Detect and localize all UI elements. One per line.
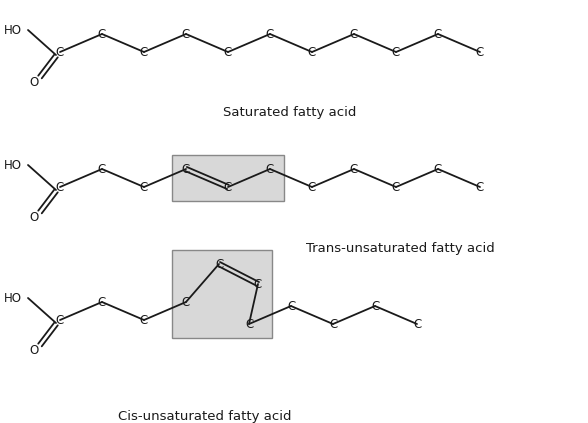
Text: C: C bbox=[266, 27, 274, 41]
Text: C: C bbox=[392, 181, 400, 193]
Text: C: C bbox=[329, 318, 337, 330]
Text: O: O bbox=[29, 75, 39, 88]
Text: Trans-unsaturated fatty acid: Trans-unsaturated fatty acid bbox=[306, 242, 495, 255]
Text: C: C bbox=[182, 162, 190, 176]
Text: C: C bbox=[140, 181, 148, 193]
Text: C: C bbox=[140, 46, 148, 58]
Text: C: C bbox=[350, 162, 358, 176]
Text: Cis-unsaturated fatty acid: Cis-unsaturated fatty acid bbox=[118, 409, 292, 423]
Text: C: C bbox=[215, 258, 223, 270]
Text: C: C bbox=[98, 27, 106, 41]
Text: O: O bbox=[29, 211, 39, 223]
Text: O: O bbox=[29, 343, 39, 357]
Text: C: C bbox=[476, 46, 484, 58]
Text: C: C bbox=[266, 162, 274, 176]
Text: C: C bbox=[308, 46, 316, 58]
Bar bbox=[172, 250, 272, 338]
Text: C: C bbox=[413, 318, 421, 330]
Text: C: C bbox=[371, 299, 379, 313]
Text: C: C bbox=[254, 277, 262, 291]
Text: C: C bbox=[140, 313, 148, 327]
Text: C: C bbox=[350, 27, 358, 41]
Text: HO: HO bbox=[4, 159, 22, 171]
Text: C: C bbox=[287, 299, 295, 313]
Text: C: C bbox=[224, 181, 232, 193]
Text: C: C bbox=[56, 313, 64, 327]
Text: C: C bbox=[392, 46, 400, 58]
Text: C: C bbox=[56, 46, 64, 58]
Bar bbox=[172, 155, 284, 201]
Text: Saturated fatty acid: Saturated fatty acid bbox=[223, 105, 357, 118]
Text: C: C bbox=[182, 27, 190, 41]
Text: C: C bbox=[182, 296, 190, 308]
Text: C: C bbox=[224, 46, 232, 58]
Text: C: C bbox=[98, 296, 106, 308]
Text: C: C bbox=[476, 181, 484, 193]
Text: C: C bbox=[434, 27, 442, 41]
Text: C: C bbox=[56, 181, 64, 193]
Text: HO: HO bbox=[4, 291, 22, 305]
Text: C: C bbox=[98, 162, 106, 176]
Text: C: C bbox=[308, 181, 316, 193]
Text: HO: HO bbox=[4, 24, 22, 36]
Text: C: C bbox=[434, 162, 442, 176]
Text: C: C bbox=[245, 318, 253, 330]
